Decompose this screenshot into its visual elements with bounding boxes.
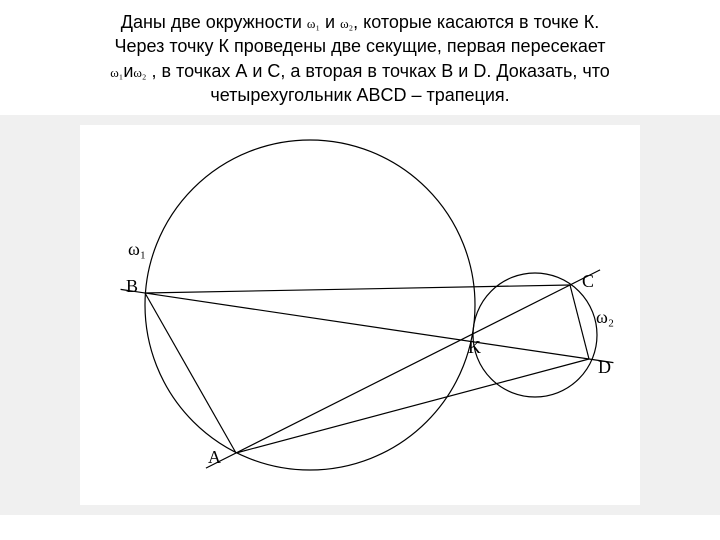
omega2-inline2: ω₂ — [133, 65, 146, 80]
diagram-svg: K A B C Dω₁ ω₂ — [0, 115, 720, 515]
text-line2: Через точку К проведены две секущие, пер… — [114, 36, 605, 56]
omega1-inline: ω₁ — [307, 16, 320, 31]
svg-text:A: A — [208, 447, 221, 467]
text-line3b: , в точках А и С, а вторая в точках В и … — [146, 61, 609, 81]
svg-text:ω₁: ω₁ — [128, 239, 146, 259]
text-line4: четырехугольник ABCD – трапеция. — [210, 85, 509, 105]
text-line3a: и — [123, 61, 133, 81]
svg-text:K: K — [468, 337, 481, 357]
svg-text:C: C — [582, 271, 594, 291]
text-line1c: , которые касаются в точке К. — [353, 12, 599, 32]
omega2-inline: ω₂ — [340, 16, 353, 31]
svg-text:B: B — [126, 276, 138, 296]
svg-text:D: D — [598, 357, 611, 377]
text-line1a: Даны две окружности — [121, 12, 307, 32]
svg-text:ω₂: ω₂ — [596, 307, 614, 327]
geometry-diagram: K A B C Dω₁ ω₂ — [0, 115, 720, 515]
problem-statement: Даны две окружности ω₁ и ω₂, которые кас… — [0, 0, 720, 115]
text-line1b: и — [320, 12, 340, 32]
omega1-inline2: ω₁ — [110, 65, 123, 80]
